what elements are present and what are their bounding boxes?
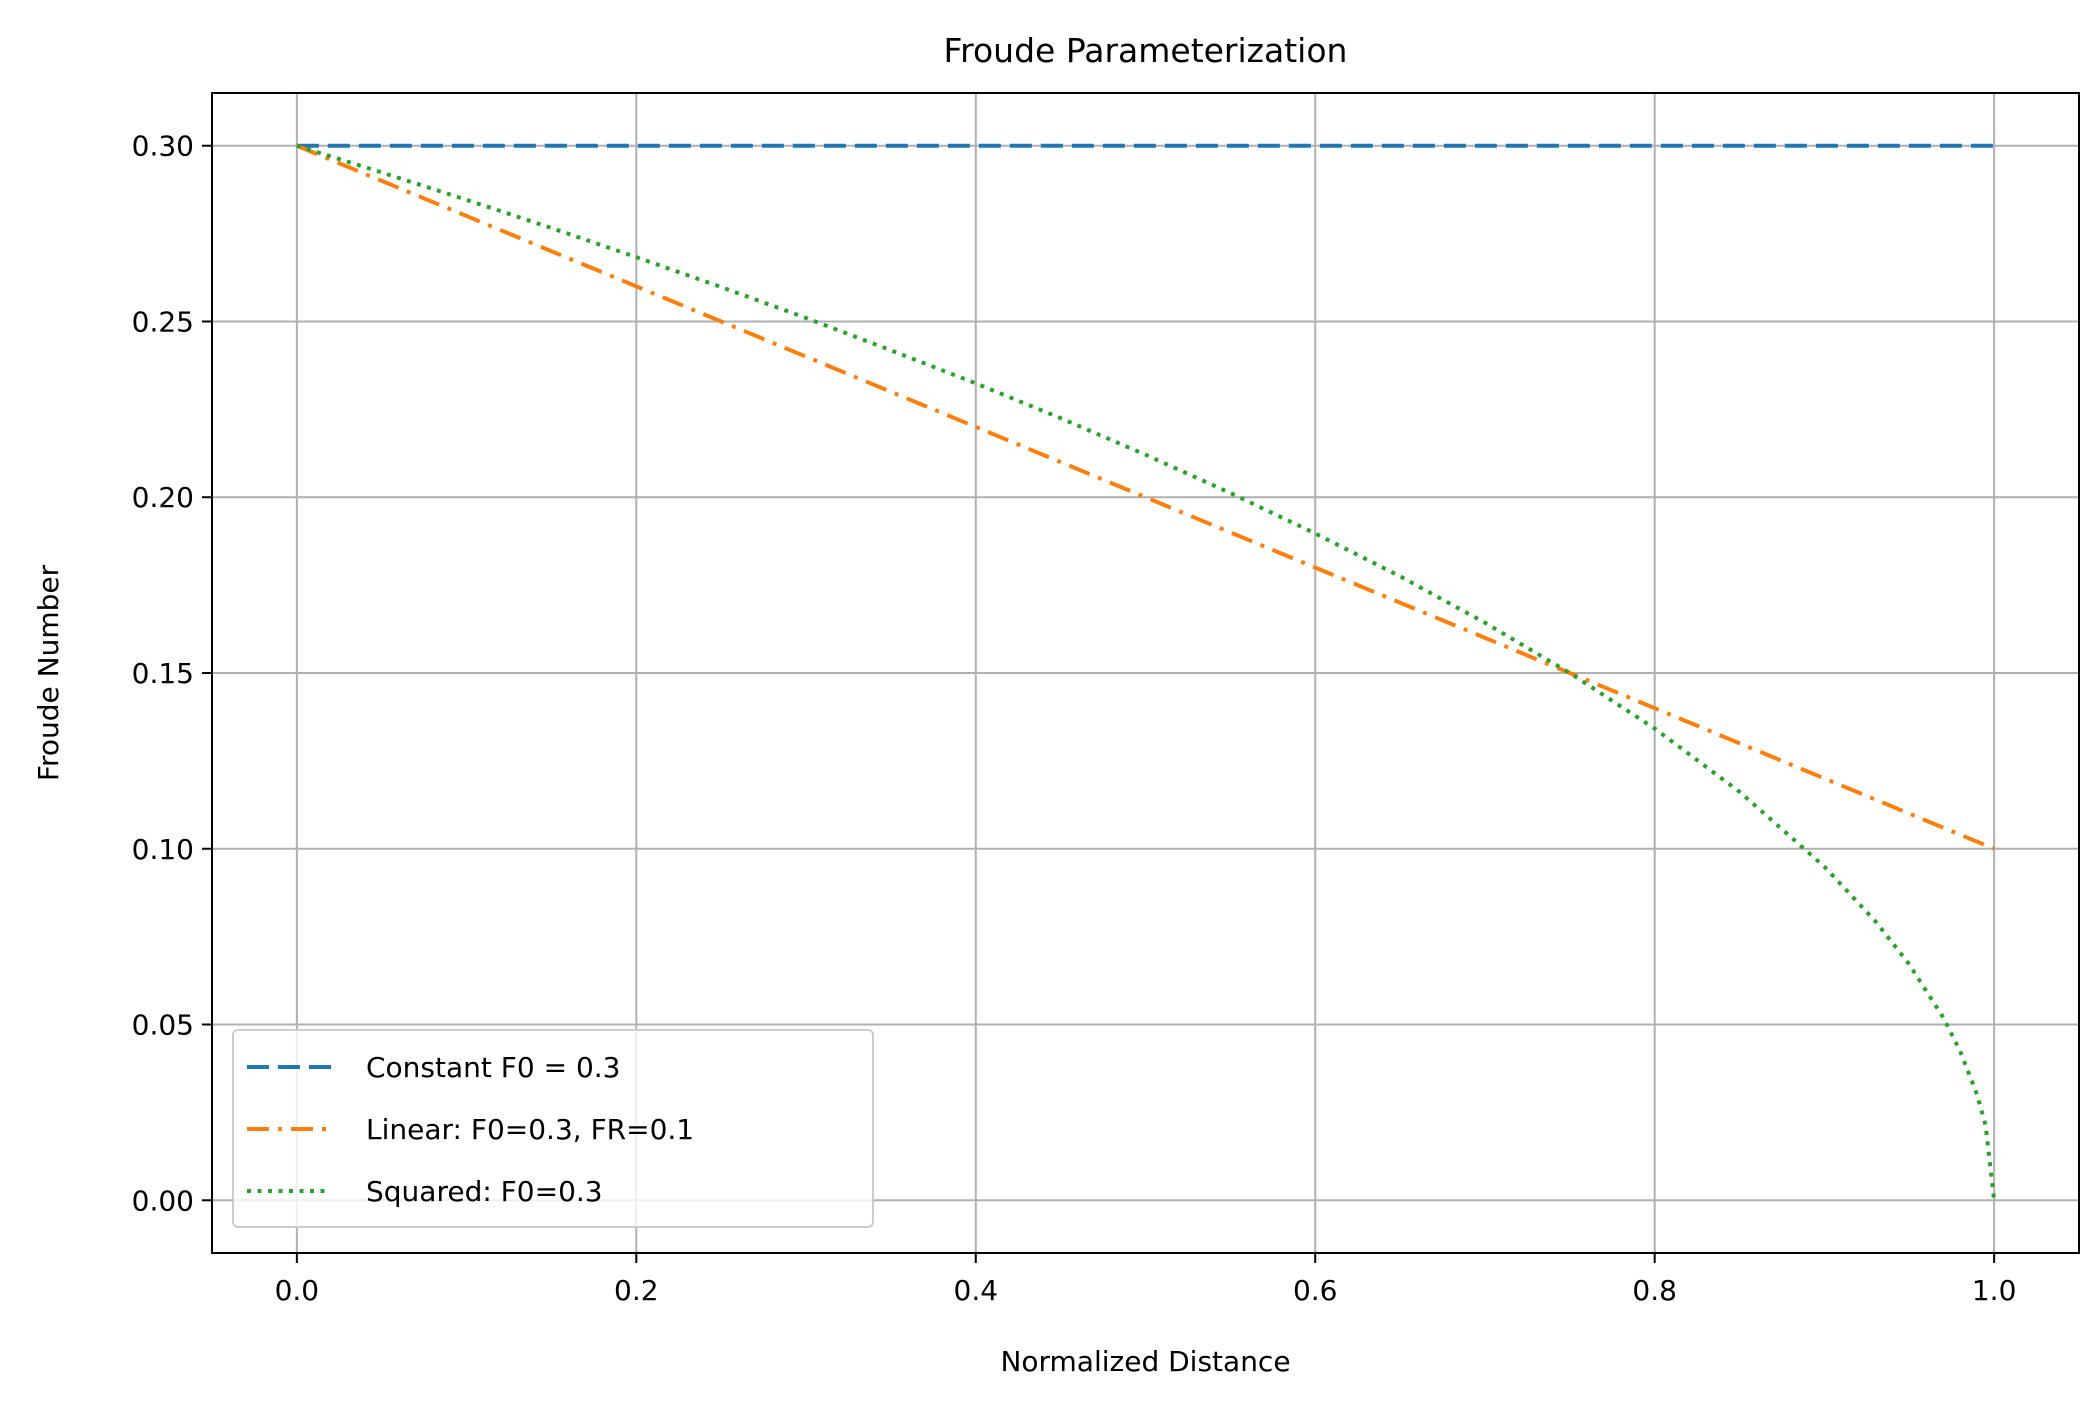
legend-label-3: Squared: F0=0.3 [366, 1175, 603, 1208]
x-tick-label: 0.4 [954, 1274, 999, 1307]
y-tick-label: 0.15 [132, 657, 194, 690]
x-tick-label: 0.6 [1293, 1274, 1338, 1307]
y-axis-label: Froude Number [32, 564, 65, 781]
y-tick-label: 0.05 [132, 1009, 194, 1042]
x-tick-label: 0.2 [614, 1274, 659, 1307]
y-tick-label: 0.30 [132, 130, 194, 163]
chart-title: Froude Parameterization [944, 31, 1348, 70]
legend-label-2: Linear: F0=0.3, FR=0.1 [366, 1113, 694, 1146]
x-axis-label: Normalized Distance [1000, 1345, 1290, 1378]
legend-label-1: Constant F0 = 0.3 [366, 1051, 621, 1084]
legend-box [232, 1029, 874, 1228]
x-tick-label: 1.0 [1972, 1274, 2017, 1307]
y-tick-label: 0.00 [132, 1184, 194, 1217]
series-lines [296, 143, 1997, 1201]
y-tick-label: 0.20 [132, 481, 194, 514]
x-tick-label: 0.0 [275, 1274, 320, 1307]
y-tick-label: 0.10 [132, 833, 194, 866]
ticks: 0.0 0.2 0.4 0.6 0.8 1.0 0.00 0.05 0.10 0.15 0.20 0.… [132, 130, 2017, 1307]
x-tick-label: 0.8 [1632, 1274, 1677, 1307]
series-line-2 [296, 143, 1995, 851]
y-tick-label: 0.25 [132, 305, 194, 338]
legend: Constant F0 = 0.3 Linear: F0=0.3, FR=0.1 S… [232, 1029, 874, 1228]
